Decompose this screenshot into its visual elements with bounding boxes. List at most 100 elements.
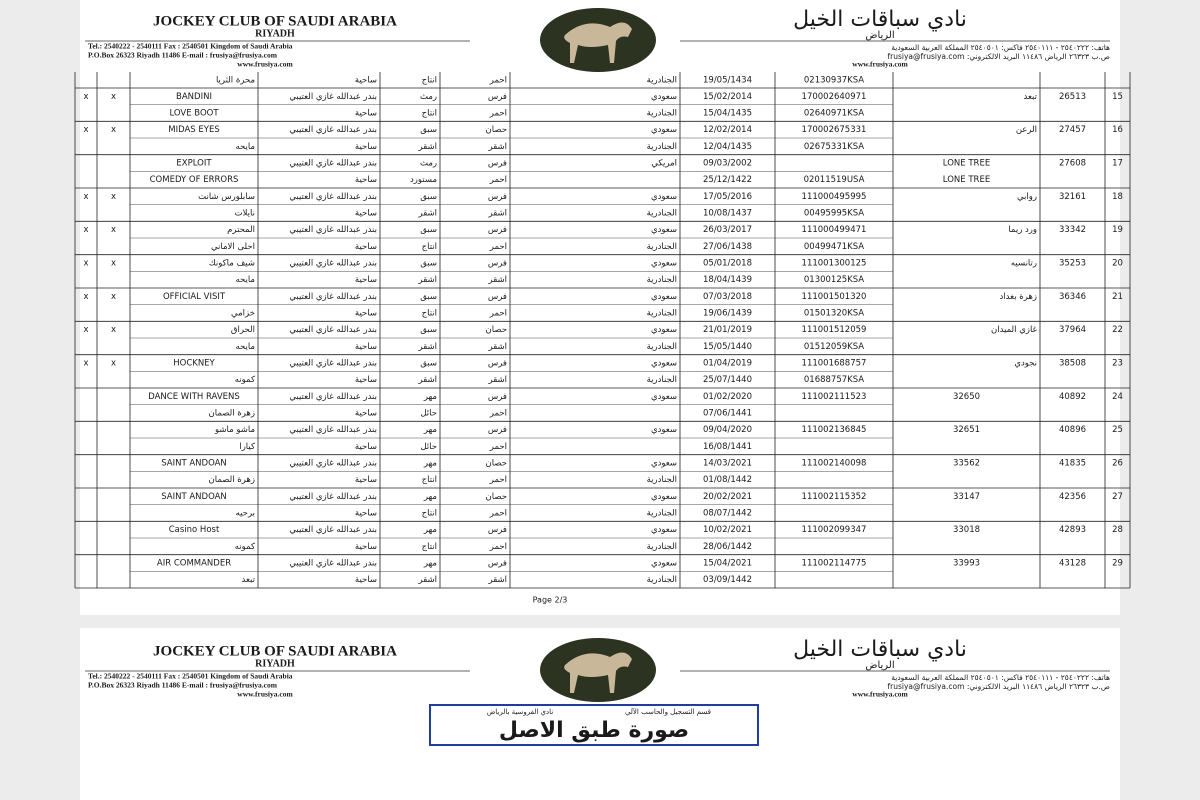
table-cell: 20/02/2021	[703, 492, 752, 502]
table-cell: 19/06/1439	[703, 309, 752, 319]
table-cell: x	[111, 325, 116, 335]
table-cell: x	[111, 125, 116, 135]
table-cell: سعودي	[651, 325, 677, 335]
table-cell: 111000495995	[802, 192, 867, 202]
table-cell: نايلات	[235, 209, 255, 219]
table-cell: الجنادرية	[647, 542, 677, 552]
table-cell: احمر	[489, 76, 507, 86]
table-cell: سعودي	[651, 525, 677, 535]
table-cell: سعودي	[651, 259, 677, 269]
table-cell: x	[83, 92, 88, 102]
table-cell: بندر عبدالله غازي العتيبي	[289, 492, 377, 502]
table-cell: المحترم	[227, 225, 255, 235]
table-cell: 27	[1112, 492, 1123, 502]
contact-en: Tel.: 2540222 - 2540111 Fax : 2540501 Ki…	[88, 672, 293, 681]
table-cell: x	[83, 292, 88, 302]
table-cell: 09/03/2002	[703, 159, 752, 169]
table-cell: 111002136845	[802, 425, 867, 435]
table-cell: تبعد	[242, 575, 256, 585]
website-en: www.frusiya.com	[237, 60, 293, 69]
city-en: RIYADH	[255, 658, 295, 669]
table-cell: ساحية	[355, 475, 377, 485]
table-cell: 15/02/2014	[703, 92, 752, 102]
table-cell: بندر عبدالله غازي العتيبي	[289, 559, 377, 569]
table-cell: 17	[1112, 159, 1123, 169]
table-cell: فرس	[488, 192, 507, 202]
table-cell: مهر	[423, 459, 437, 469]
table-cell: 33993	[953, 559, 980, 569]
website-ar: www.frusiya.com	[852, 690, 908, 699]
table-cell: اشقر	[418, 342, 437, 352]
table-cell: انتاج	[422, 309, 437, 319]
table-cell: 111000499471	[802, 225, 867, 235]
stamp-text: صورة طبق الاصل	[499, 718, 689, 743]
table-cell: زهرة الصمان	[208, 475, 255, 485]
table-cell: ساحية	[355, 109, 377, 119]
table-cell: بندر عبدالله غازي العتيبي	[289, 159, 377, 169]
table-cell: 23	[1112, 359, 1123, 369]
table-cell: 01/04/2019	[703, 359, 752, 369]
table-cell: سبق	[420, 125, 437, 135]
table-cell: رمث	[420, 159, 437, 169]
table-cell: 27457	[1059, 125, 1086, 135]
table-cell: 15/05/1440	[703, 342, 752, 352]
table-cell: 01501320KSA	[804, 309, 864, 319]
table-cell: اشقر	[488, 142, 507, 152]
table-cell: 32650	[953, 392, 980, 402]
table-cell: سابلورس شانت	[198, 192, 255, 202]
table-cell: 07/03/2018	[703, 292, 752, 302]
table-cell: احمر	[489, 542, 507, 552]
table-cell: انتاج	[422, 242, 437, 252]
table-cell: 111002099347	[802, 525, 867, 535]
table-cell: فرس	[488, 292, 507, 302]
table-cell: ماشو ماشو	[214, 425, 255, 435]
table-cell: سبق	[420, 292, 437, 302]
table-cell: احمر	[489, 242, 507, 252]
table-cell: غازي الميدان	[991, 325, 1038, 335]
table-cell: LONE TREE	[943, 175, 990, 185]
table-cell: رمث	[420, 92, 437, 102]
table-cell: 111001512059	[802, 325, 867, 335]
table-cell: x	[83, 259, 88, 269]
table-cell: SAINT ANDOAN	[161, 459, 227, 469]
table-cell: الرعن	[1016, 125, 1037, 135]
table-cell: LONE TREE	[943, 159, 990, 169]
table-cell: 33018	[953, 525, 980, 535]
table-cell: احمر	[489, 409, 507, 419]
table-cell: 111002115352	[802, 492, 867, 502]
table-cell: ساحية	[355, 275, 377, 285]
table-cell: اشقر	[418, 375, 437, 385]
table-cell: 15	[1112, 92, 1123, 102]
table-cell: حصان	[486, 492, 507, 502]
table-cell: 16	[1112, 125, 1123, 135]
table-cell: 09/04/2020	[703, 425, 752, 435]
table-cell: HOCKNEY	[173, 359, 215, 369]
table-cell: روابي	[1017, 192, 1037, 202]
table-cell: سعودي	[651, 125, 677, 135]
table-cell: مهر	[423, 392, 437, 402]
table-cell: بندر عبدالله غازي العتيبي	[289, 225, 377, 235]
table-cell: احمر	[489, 309, 507, 319]
table-cell: x	[83, 325, 88, 335]
table-cell: خزامي	[231, 309, 255, 319]
table-cell: 42893	[1059, 525, 1086, 535]
page-number: Page 2/3	[533, 596, 568, 605]
table-cell: مهر	[423, 492, 437, 502]
table-cell: الجنادرية	[647, 475, 677, 485]
table-cell: x	[83, 225, 88, 235]
table-cell: اشقر	[488, 575, 507, 585]
table-cell: احمر	[489, 509, 507, 519]
table-cell: احمر	[489, 442, 507, 452]
table-cell: الحراق	[231, 325, 255, 335]
table-cell: 18	[1112, 192, 1123, 202]
table-cell: 07/06/1441	[703, 409, 752, 419]
table-cell: اشقر	[488, 375, 507, 385]
table-cell: ساحية	[355, 309, 377, 319]
table-cell: 02011519USA	[804, 175, 865, 185]
table-cell: 111001300125	[802, 259, 867, 269]
table-cell: مهر	[423, 425, 437, 435]
table-cell: x	[111, 259, 116, 269]
address-en: P.O.Box 26323 Riyadh 11486 E-mail : frus…	[88, 51, 278, 60]
